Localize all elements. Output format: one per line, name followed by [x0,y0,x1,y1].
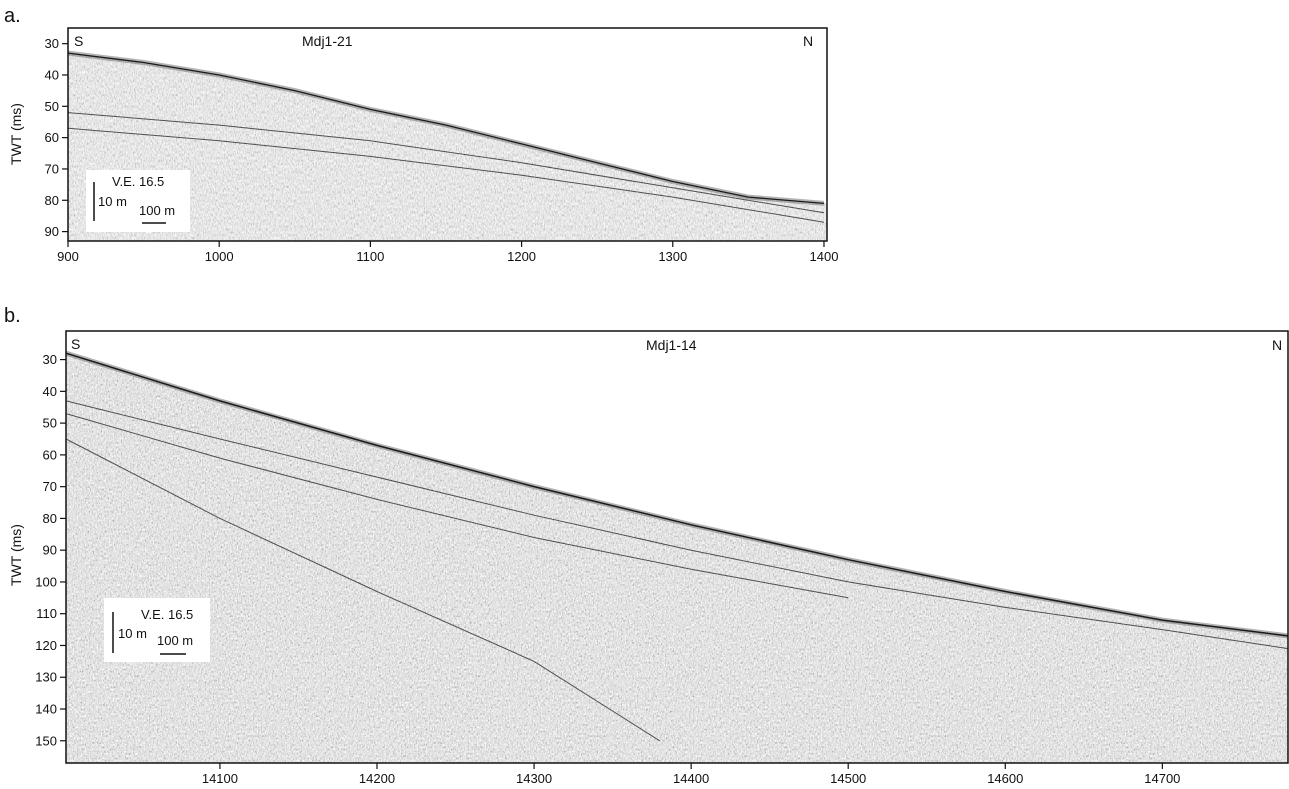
panel-b-north-label: N [1272,337,1282,353]
panel-b-south-label: S [71,336,80,352]
seafloor-reflector [65,352,1289,637]
y-tick-label: 40 [45,67,59,82]
panel-b-y-axis-label: TWT (ms) [8,524,24,586]
panel-a-y-axis-label: TWT (ms) [8,103,24,165]
panel-a-axes: 30 40 50 60 70 80 90 900 1000 1100 1200 1300 1400 [45,36,839,264]
subsurface-reflector [67,112,825,214]
x-tick-label: 900 [57,249,79,264]
panel-a-scale-box-bg [86,170,190,232]
y-tick-label: 90 [45,224,59,239]
panel-b: b. S N Mdj1-14 TWT (ms) 30 40 50 60 70 80 90 10… [4,305,1289,786]
x-tick-label: 1000 [205,249,234,264]
y-tick-label: 30 [45,36,59,51]
panel-b-ve-label: V.E. 16.5 [141,607,193,622]
x-tick-label: 14700 [1144,771,1180,786]
x-tick-label: 1200 [507,249,536,264]
panel-a-scale-box: V.E. 16.5 10 m 100 m [86,170,190,232]
y-tick-label: 90 [43,543,57,558]
y-tick-label: 100 [35,574,57,589]
y-tick-label: 70 [43,479,57,494]
panel-b-scale-box: V.E. 16.5 10 m 100 m [104,598,210,662]
x-tick-label: 1400 [810,249,839,264]
x-tick-label: 14200 [359,771,395,786]
panel-b-vertical-scale-label: 10 m [118,626,147,641]
y-tick-label: 80 [45,193,59,208]
panel-b-axes: 30 40 50 60 70 80 90 100 110 120 130 140 150 14100 142… [35,352,1180,786]
y-tick-label: 40 [43,384,57,399]
subsurface-reflector [65,400,1289,650]
x-tick-label: 14400 [673,771,709,786]
panel-b-scale-box-bg [104,598,210,662]
panel-b-profile-name: Mdj1-14 [646,337,697,353]
y-tick-label: 50 [43,416,57,431]
y-tick-label: 60 [45,130,59,145]
seafloor-reflector [67,52,825,205]
subsurface-reflector [65,438,660,742]
subsurface-reflector [65,413,849,599]
x-tick-label: 14300 [516,771,552,786]
panel-b-reflectors [65,350,1289,742]
y-tick-label: 80 [43,511,57,526]
y-tick-label: 120 [35,638,57,653]
panel-a-north-label: N [803,33,813,49]
x-tick-label: 14100 [202,771,238,786]
panel-b-frame [65,330,1289,764]
panel-a: a. S N Mdj1-21 TWT (ms) 30 40 50 60 70 80 90 90… [4,5,838,264]
y-tick-label: 70 [45,161,59,176]
subsurface-reflector [67,127,825,223]
panel-a-vertical-scale-label: 10 m [98,194,127,209]
panel-b-letter: b. [4,305,21,327]
x-tick-label: 1100 [356,249,384,264]
panel-a-south-label: S [74,33,83,49]
x-tick-label: 14600 [987,771,1023,786]
panel-a-letter: a. [4,5,21,27]
y-tick-label: 110 [36,606,57,621]
x-tick-label: 14500 [830,771,866,786]
y-tick-label: 30 [43,352,57,367]
panel-a-frame [67,27,828,242]
panel-a-ve-label: V.E. 16.5 [112,174,164,189]
panel-a-horizontal-scale-label: 100 m [139,203,175,218]
panel-b-horizontal-scale-label: 100 m [157,633,193,648]
x-tick-label: 1300 [658,249,687,264]
panel-b-plot [65,330,1289,764]
y-tick-label: 140 [35,702,57,717]
panel-a-reflectors [67,50,825,223]
y-tick-label: 60 [43,447,57,462]
y-tick-label: 50 [45,99,59,114]
panel-a-profile-name: Mdj1-21 [302,33,353,49]
y-tick-label: 130 [35,670,57,685]
y-tick-label: 150 [35,733,57,748]
